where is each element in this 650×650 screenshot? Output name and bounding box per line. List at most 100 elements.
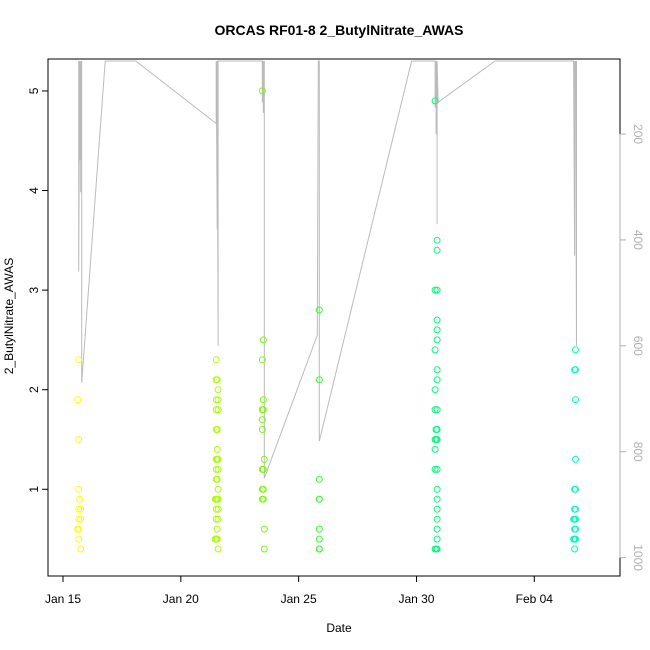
data-point xyxy=(212,515,220,523)
data-point xyxy=(572,346,579,354)
data-point xyxy=(213,475,221,483)
y-tick-label: 3 xyxy=(27,286,41,293)
data-point xyxy=(212,465,220,473)
data-point xyxy=(315,376,323,384)
data-point xyxy=(214,515,222,523)
x-tick-label: Feb 04 xyxy=(516,592,554,606)
data-point xyxy=(74,396,82,404)
data-point xyxy=(213,445,221,453)
data-point xyxy=(315,306,323,314)
chart-title: ORCAS RF01-8 2_ButylNitrate_AWAS xyxy=(215,22,464,38)
x-tick-label: Jan 15 xyxy=(45,592,81,606)
data-point xyxy=(433,485,441,493)
data-point xyxy=(572,525,579,533)
data-point xyxy=(433,366,441,374)
altitude-overlay xyxy=(78,60,577,479)
data-point xyxy=(213,535,221,543)
data-point xyxy=(213,426,221,433)
data-point xyxy=(214,455,222,463)
data-point xyxy=(76,495,84,503)
data-point xyxy=(214,485,222,493)
data-point xyxy=(212,356,220,364)
data-point xyxy=(433,326,441,334)
data-point xyxy=(75,535,83,543)
data-point xyxy=(433,376,441,384)
right-tick-label: 600 xyxy=(631,336,645,356)
y-tick-label: 2 xyxy=(27,386,41,393)
x-tick-label: Jan 25 xyxy=(281,592,317,606)
data-point xyxy=(433,436,441,443)
x-axis-label: Date xyxy=(326,621,352,635)
data-point xyxy=(75,505,83,513)
data-point xyxy=(431,386,439,394)
data-point xyxy=(214,396,222,404)
data-point xyxy=(259,406,267,414)
data-point xyxy=(214,545,222,553)
data-point xyxy=(433,505,441,513)
plot-frame xyxy=(47,58,621,577)
data-point xyxy=(431,286,439,294)
data-point xyxy=(572,535,579,543)
data-point xyxy=(433,236,441,244)
y-axis: 1 2 3 4 5 xyxy=(27,87,49,493)
right-axis: 200 400 600 800 1000 xyxy=(619,124,645,571)
data-point xyxy=(433,336,441,344)
data-point xyxy=(75,356,83,364)
data-point xyxy=(572,505,579,513)
data-point xyxy=(214,505,222,513)
data-point xyxy=(259,465,267,473)
data-point xyxy=(258,416,266,424)
data-point xyxy=(212,406,220,414)
data-point xyxy=(433,525,441,533)
data-point xyxy=(258,426,266,433)
data-point xyxy=(77,545,85,553)
data-point xyxy=(315,495,323,503)
data-point xyxy=(433,426,441,433)
data-point xyxy=(75,436,83,443)
data-point xyxy=(212,505,220,513)
data-point xyxy=(260,455,268,463)
data-point xyxy=(433,465,441,473)
data-point xyxy=(75,515,83,523)
data-point xyxy=(214,386,222,394)
data-point xyxy=(433,316,441,324)
data-point xyxy=(572,396,579,404)
data-point xyxy=(433,246,441,254)
data-points xyxy=(74,87,579,553)
data-point xyxy=(431,97,439,105)
data-point xyxy=(433,545,441,553)
data-point xyxy=(259,485,267,493)
data-point xyxy=(213,376,221,384)
data-point xyxy=(212,396,220,404)
data-point xyxy=(75,525,83,533)
data-point xyxy=(315,545,323,553)
altitude-line xyxy=(78,60,577,479)
data-point xyxy=(571,545,579,553)
x-axis: Jan 15 Jan 20 Jan 25 Jan 30 Feb 04 xyxy=(45,575,554,606)
data-point xyxy=(214,495,222,503)
data-point xyxy=(77,515,85,523)
data-point xyxy=(77,505,85,513)
y-tick-label: 4 xyxy=(27,187,41,194)
data-point xyxy=(259,396,267,404)
data-point xyxy=(572,485,579,493)
data-point xyxy=(572,455,579,463)
data-point xyxy=(259,336,267,344)
data-point xyxy=(260,525,268,533)
data-point xyxy=(315,475,323,483)
data-point xyxy=(260,545,268,553)
right-tick-label: 400 xyxy=(631,230,645,250)
y-axis-label: 2_ButylNitrate_AWAS xyxy=(2,258,16,375)
data-point xyxy=(214,406,222,414)
data-point xyxy=(572,366,579,374)
data-point xyxy=(433,535,441,543)
right-tick-label: 1000 xyxy=(631,544,645,571)
data-point xyxy=(433,495,441,503)
data-point xyxy=(431,346,439,354)
data-point xyxy=(572,515,579,523)
x-tick-label: Jan 30 xyxy=(398,592,434,606)
data-point xyxy=(431,406,439,414)
data-point xyxy=(433,406,441,414)
data-point xyxy=(213,525,221,533)
